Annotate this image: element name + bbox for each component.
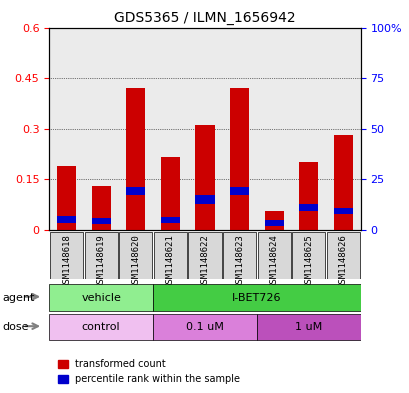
Text: vehicle: vehicle bbox=[81, 293, 121, 303]
FancyBboxPatch shape bbox=[119, 232, 152, 279]
Bar bbox=[256, 28, 291, 230]
Bar bbox=[83, 28, 118, 230]
Text: control: control bbox=[82, 322, 120, 332]
Text: GSM1148618: GSM1148618 bbox=[62, 234, 71, 288]
Bar bbox=[153, 28, 187, 230]
Bar bbox=[264, 220, 283, 226]
FancyBboxPatch shape bbox=[257, 232, 290, 279]
Bar bbox=[229, 88, 249, 230]
Bar bbox=[326, 28, 360, 230]
Text: agent: agent bbox=[2, 293, 34, 303]
Bar bbox=[57, 165, 76, 230]
FancyBboxPatch shape bbox=[188, 232, 221, 279]
FancyBboxPatch shape bbox=[49, 314, 153, 340]
Text: 1 uM: 1 uM bbox=[294, 322, 322, 332]
FancyBboxPatch shape bbox=[256, 314, 360, 340]
Bar bbox=[160, 217, 180, 223]
FancyBboxPatch shape bbox=[153, 232, 187, 279]
Bar bbox=[57, 216, 76, 223]
Bar bbox=[118, 28, 153, 230]
FancyBboxPatch shape bbox=[153, 285, 360, 311]
Text: GSM1148619: GSM1148619 bbox=[97, 234, 106, 288]
Bar bbox=[126, 88, 145, 230]
Legend: transformed count, percentile rank within the sample: transformed count, percentile rank withi… bbox=[54, 356, 244, 388]
Bar bbox=[333, 208, 352, 215]
Bar bbox=[195, 125, 214, 230]
Text: GSM1148626: GSM1148626 bbox=[338, 234, 347, 288]
Bar bbox=[222, 28, 256, 230]
Bar bbox=[264, 211, 283, 230]
Text: dose: dose bbox=[2, 322, 29, 332]
Text: I-BET726: I-BET726 bbox=[231, 293, 281, 303]
Bar bbox=[160, 157, 180, 230]
Text: GSM1148622: GSM1148622 bbox=[200, 234, 209, 288]
Text: GSM1148624: GSM1148624 bbox=[269, 234, 278, 288]
Bar bbox=[91, 218, 110, 224]
Bar bbox=[126, 187, 145, 195]
Bar bbox=[49, 28, 83, 230]
FancyBboxPatch shape bbox=[222, 232, 256, 279]
Bar bbox=[229, 187, 249, 195]
Bar bbox=[195, 195, 214, 204]
Text: GSM1148623: GSM1148623 bbox=[234, 234, 243, 288]
Text: 0.1 uM: 0.1 uM bbox=[186, 322, 223, 332]
Bar bbox=[291, 28, 326, 230]
Bar bbox=[299, 162, 318, 230]
FancyBboxPatch shape bbox=[84, 232, 117, 279]
Bar bbox=[91, 186, 110, 230]
FancyBboxPatch shape bbox=[50, 232, 83, 279]
FancyBboxPatch shape bbox=[153, 314, 256, 340]
Bar bbox=[299, 204, 318, 211]
Bar bbox=[333, 135, 352, 230]
FancyBboxPatch shape bbox=[49, 285, 153, 311]
FancyBboxPatch shape bbox=[326, 232, 359, 279]
FancyBboxPatch shape bbox=[292, 232, 325, 279]
Title: GDS5365 / ILMN_1656942: GDS5365 / ILMN_1656942 bbox=[114, 11, 295, 25]
Text: GSM1148620: GSM1148620 bbox=[131, 234, 140, 288]
Text: GSM1148625: GSM1148625 bbox=[303, 234, 312, 288]
Text: GSM1148621: GSM1148621 bbox=[166, 234, 175, 288]
Bar bbox=[187, 28, 222, 230]
